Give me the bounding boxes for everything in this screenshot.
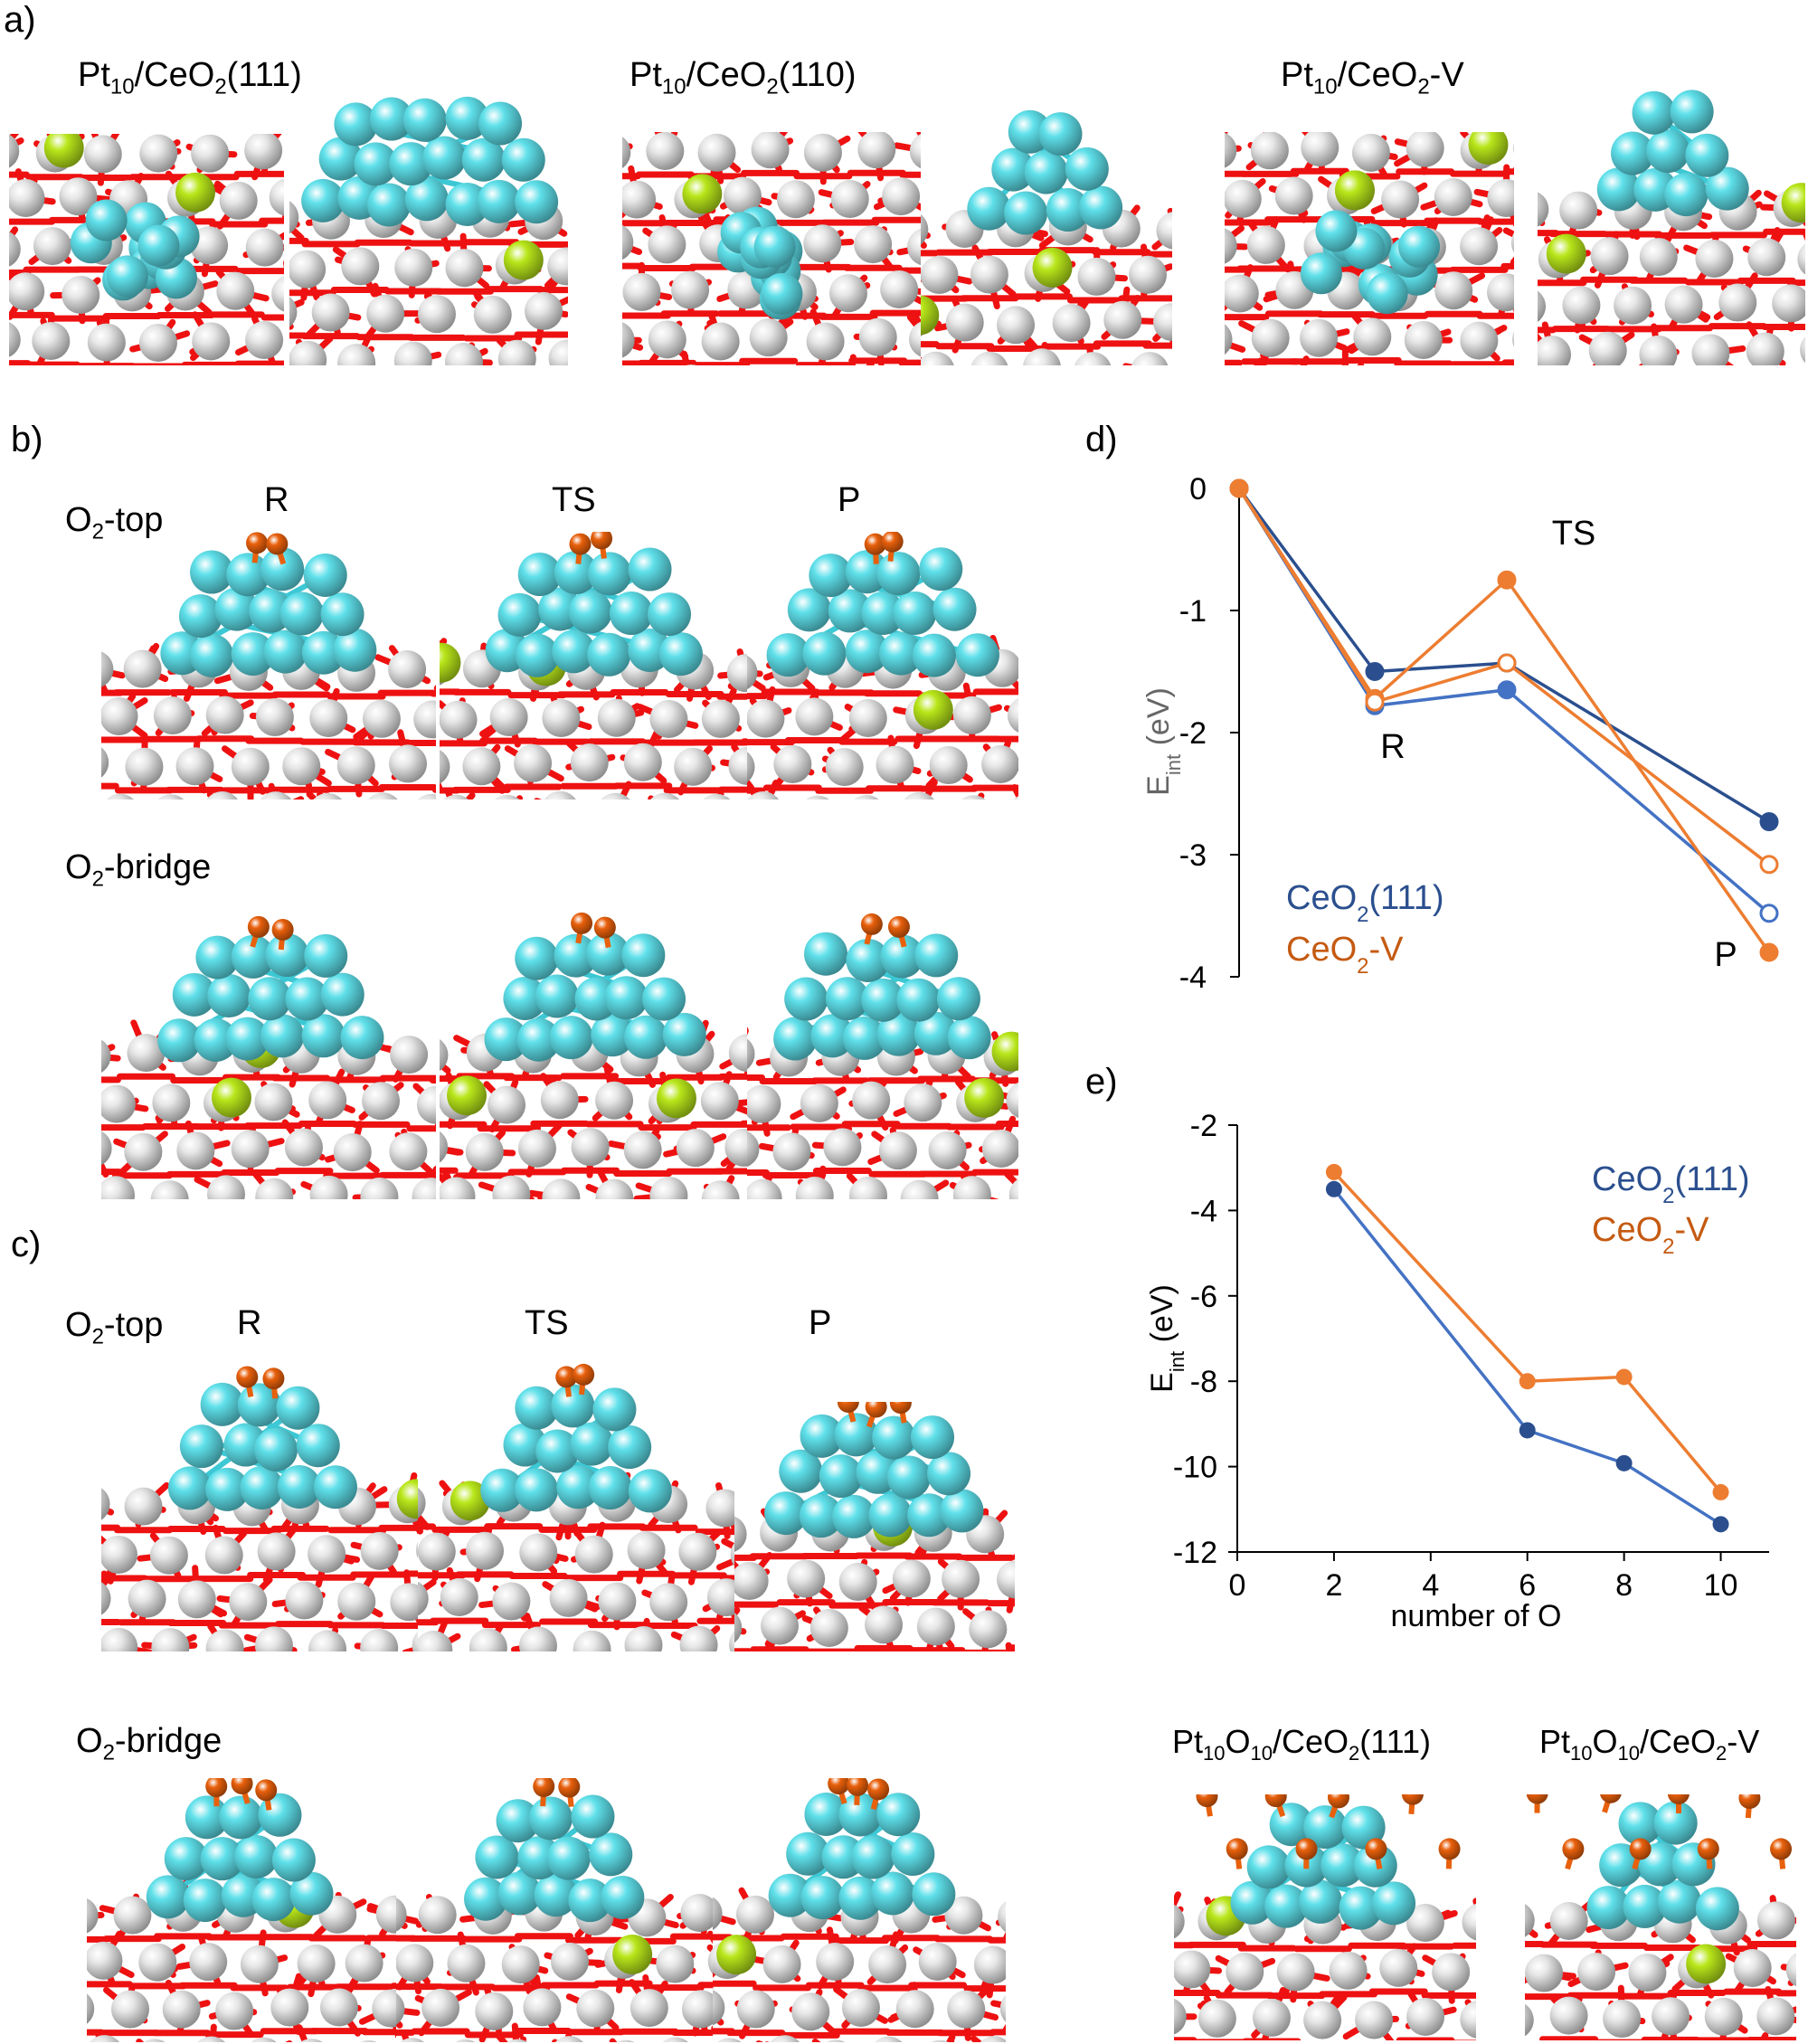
panel-a-title-v: Pt10/CeO2-V [1281,56,1464,99]
structure-c-top-ts [418,1353,734,1651]
panel-b-state-ts: TS [552,481,596,519]
structure-b-bridge-p [747,904,1018,1199]
chart-e: -2 -4 -6 -8 -10 -12 0 2 4 6 8 10 number of O Eint (eV… [1145,1109,1769,1633]
chart-e-xtick-label: 8 [1615,1568,1633,1603]
structure-c-bridge-p [713,1778,1006,2042]
panel-b-o2-top-label: O2-top [65,501,164,544]
chart-d-point [1497,653,1517,673]
chart-e-xtick-label: 0 [1229,1568,1246,1603]
chart-d-point [1759,812,1779,832]
chart-d-point [1497,680,1517,700]
structure-b-bridge-ts [440,904,747,1199]
panel-b-state-p: P [838,481,861,519]
chart-e-xtick-label: 2 [1325,1568,1342,1603]
structure-pt10-ceo2-110-side [921,83,1172,365]
chart-d-series-line [1237,487,1771,866]
panel-b-o2-bridge-label: O2-bridge [65,848,212,892]
chart-d-ylabel: Eint (eV) [1141,687,1185,796]
chart-d-annotation: P [1714,936,1737,974]
structure-b-top-p [747,532,1018,800]
chart-e-ytick-label: -8 [1190,1365,1217,1399]
chart-e-point [1615,1454,1633,1471]
chart-d-ytick-label: -2 [1179,716,1207,751]
structure-pt10o10-ceo2-111 [1174,1794,1476,2040]
chart-e-ytick-label: -4 [1190,1194,1217,1228]
chart-e-ytick-label: -10 [1173,1451,1217,1485]
chart-d-point [1365,662,1385,681]
chart-e-series-line [1332,1170,1722,1494]
chart-e-legend-111: CeO2(111) [1592,1160,1750,1208]
structure-b-top-r [101,532,436,800]
structure-b-top-ts [440,532,747,800]
chart-d-series-line [1237,487,1771,915]
structure-b-bridge-r [101,904,436,1199]
chart-e-xtick-label: 6 [1519,1568,1536,1603]
chart-d-point [1365,692,1385,712]
chart-d-ytick-label: -3 [1179,838,1207,873]
chart-e-ytick-label: -6 [1190,1280,1217,1314]
structure-pt10-ceo2-111-top [9,134,284,365]
panel-c-o2-bridge-label: O2-bridge [76,1722,222,1765]
chart-e-xtick-label: 10 [1704,1568,1738,1603]
chart-d-legend-v: CeO2-V [1286,931,1404,979]
chart-e-point [1519,1422,1536,1439]
panel-d-label: d) [1085,420,1118,459]
structure-pt10-ceo2-v-top [1225,132,1514,365]
panel-e-title-111: Pt10O10/CeO2(111) [1172,1723,1431,1765]
chart-d-annotation: TS [1552,515,1596,553]
chart-d-ytick-label: -1 [1179,594,1207,629]
structure-pt10-ceo2-111-side [289,67,568,365]
chart-d-ytick-label: -4 [1179,960,1207,995]
chart-e-series-line [1332,1188,1722,1526]
chart-d-point [1759,942,1779,962]
chart-e-legend-v: CeO2-V [1592,1211,1709,1259]
chart-d-point [1229,478,1249,498]
chart-d-ytick-label: 0 [1189,472,1207,506]
panel-e-title-v: Pt10O10/CeO2-V [1539,1723,1760,1765]
panel-c-label: c) [11,1225,42,1264]
panel-c-state-ts: TS [525,1304,569,1342]
structure-c-top-p [734,1402,1015,1651]
chart-e-point [1325,1163,1342,1180]
chart-e-point [1615,1368,1633,1386]
chart-d: 0 -1 -2 -3 -4 Eint (eV) TS R P CeO2(111)CeO2-V [1141,472,1779,995]
chart-d-series-line [1237,487,1770,824]
panel-e-label: e) [1085,1062,1118,1102]
chart-e-xlabel: number of O [1391,1599,1562,1633]
structure-c-bridge-r [87,1778,396,2042]
structure-pt10-ceo2-110-top [622,132,921,365]
chart-d-legend-111: CeO2(111) [1286,879,1444,927]
structure-c-top-r [101,1353,418,1651]
chart-d-point [1497,570,1517,590]
panel-c-o2-top-label: O2-top [65,1306,164,1349]
structure-pt10o10-ceo2-v [1525,1794,1796,2040]
chart-e-point [1712,1483,1729,1500]
structure-pt10-ceo2-v-side [1538,51,1805,365]
chart-e-point [1712,1516,1729,1533]
panel-c-state-r: R [237,1304,262,1342]
chart-e-point [1325,1180,1342,1197]
panel-b-state-r: R [264,481,289,519]
panel-c-state-p: P [809,1304,832,1342]
chart-d-point [1759,904,1779,923]
structure-c-bridge-ts [396,1778,713,2042]
chart-d-annotation: R [1380,728,1405,766]
chart-e-xtick-label: 4 [1422,1568,1439,1603]
chart-e-ytick-label: -12 [1173,1536,1217,1570]
panel-a-label: a) [4,0,36,40]
chart-e-point [1519,1373,1536,1390]
chart-e-ytick-label: -2 [1190,1109,1217,1143]
panel-a-title-110: Pt10/CeO2(110) [629,56,857,99]
panel-b-label: b) [11,420,43,459]
chart-e-ylabel: Eint (eV) [1145,1284,1188,1393]
panel-a-title-111: Pt10/CeO2(111) [78,56,302,99]
chart-d-point [1759,855,1779,875]
